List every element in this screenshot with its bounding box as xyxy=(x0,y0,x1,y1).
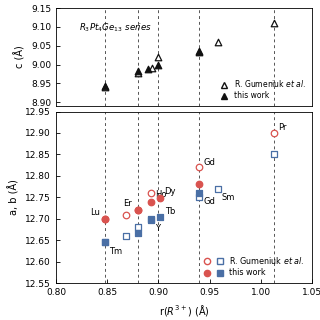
Point xyxy=(103,216,108,221)
Point xyxy=(156,62,161,67)
Point xyxy=(135,70,140,76)
Point xyxy=(135,225,140,230)
Text: Tb: Tb xyxy=(164,207,175,216)
Text: Y: Y xyxy=(156,224,160,233)
Point xyxy=(135,208,140,213)
Text: Er: Er xyxy=(124,199,132,208)
Point xyxy=(197,165,202,170)
Text: Ho: Ho xyxy=(156,190,167,199)
Point xyxy=(272,152,277,157)
Point xyxy=(135,208,140,213)
Point xyxy=(149,199,154,204)
Point xyxy=(272,20,277,26)
Point xyxy=(197,182,202,187)
Point xyxy=(123,212,128,217)
Text: Dy: Dy xyxy=(164,187,176,196)
Point xyxy=(149,190,154,196)
Point xyxy=(103,240,108,245)
Point xyxy=(103,84,108,89)
Text: Sm: Sm xyxy=(222,193,235,202)
Legend: R. Gumeniuk $et$ $al.$, this work: R. Gumeniuk $et$ $al.$, this work xyxy=(216,78,306,100)
Point xyxy=(156,54,161,60)
Point xyxy=(158,214,163,220)
Point xyxy=(197,190,202,196)
Y-axis label: c (Å): c (Å) xyxy=(14,46,26,68)
Point xyxy=(215,105,220,110)
Point xyxy=(103,216,108,221)
X-axis label: r($R^{3+}$) (Å): r($R^{3+}$) (Å) xyxy=(159,303,209,318)
Point xyxy=(146,67,151,72)
Point xyxy=(215,186,220,191)
Legend: R. Gumeniuk $et$ $al.$, this work: R. Gumeniuk $et$ $al.$, this work xyxy=(201,255,304,277)
Point xyxy=(158,196,163,201)
Point xyxy=(135,68,140,74)
Text: Gd: Gd xyxy=(204,157,215,166)
Point xyxy=(197,195,202,200)
Point xyxy=(149,216,154,221)
Text: Lu: Lu xyxy=(90,208,100,217)
Point xyxy=(149,217,154,222)
Point xyxy=(150,66,155,71)
Point xyxy=(123,233,128,238)
Point xyxy=(103,240,108,245)
Point xyxy=(272,131,277,136)
Text: Gd: Gd xyxy=(204,197,215,206)
Point xyxy=(197,49,202,54)
Text: Tm: Tm xyxy=(109,246,123,256)
Y-axis label: a, b (Å): a, b (Å) xyxy=(8,180,20,215)
Text: $R_3$Pt$_4$Ge$_{13}$ series: $R_3$Pt$_4$Ge$_{13}$ series xyxy=(78,21,151,34)
Point xyxy=(215,39,220,44)
Point xyxy=(135,230,140,235)
Point xyxy=(197,50,202,55)
Point xyxy=(103,85,108,90)
Text: Pr: Pr xyxy=(278,123,287,132)
